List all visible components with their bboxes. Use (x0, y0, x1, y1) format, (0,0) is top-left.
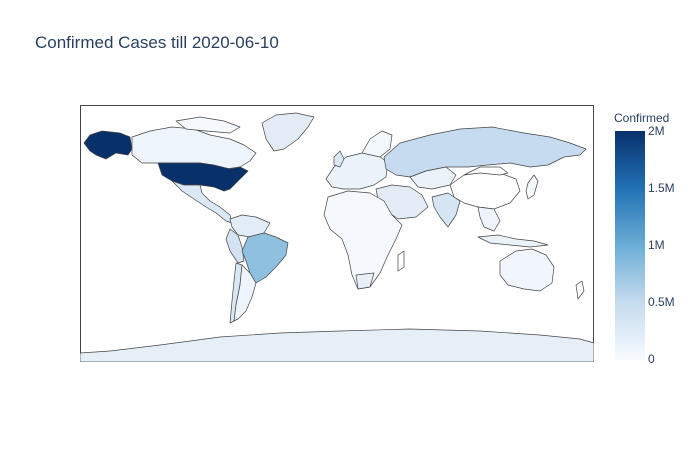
region-south-africa[interactable] (355, 272, 375, 290)
region-australia[interactable] (499, 248, 555, 292)
colorbar-tick-label: 1M (648, 238, 665, 252)
world-choropleth-map[interactable] (80, 105, 594, 362)
region-peru[interactable] (225, 228, 245, 264)
region-india[interactable] (431, 192, 461, 228)
colorbar-gradient (615, 131, 645, 360)
region-mongolia[interactable] (463, 166, 509, 176)
colorbar-tick-label: 0 (648, 352, 655, 366)
colorbar-title: Confirmed (614, 111, 670, 125)
colorbar-tick-label: 2M (648, 124, 665, 138)
chart-title: Confirmed Cases till 2020-06-10 (35, 33, 279, 52)
region-scandinavia[interactable] (361, 130, 393, 158)
region-new-zealand[interactable] (575, 280, 585, 300)
region-alaska[interactable] (83, 130, 133, 160)
region-uk[interactable] (333, 150, 345, 168)
region-greenland[interactable] (261, 112, 315, 152)
colorbar-tick-label: 1.5M (648, 181, 675, 195)
region-brazil[interactable] (241, 232, 289, 284)
region-southeast-asia[interactable] (477, 206, 501, 232)
region-japan[interactable] (525, 174, 539, 200)
region-arctic-islands[interactable] (175, 116, 241, 134)
region-madagascar[interactable] (397, 250, 405, 272)
region-central-asia[interactable] (409, 166, 457, 190)
region-antarctica[interactable] (80, 328, 594, 362)
region-argentina[interactable] (233, 264, 257, 322)
region-indonesia[interactable] (477, 234, 549, 248)
region-africa[interactable] (323, 190, 403, 290)
colorbar-tick-label: 0.5M (648, 295, 675, 309)
